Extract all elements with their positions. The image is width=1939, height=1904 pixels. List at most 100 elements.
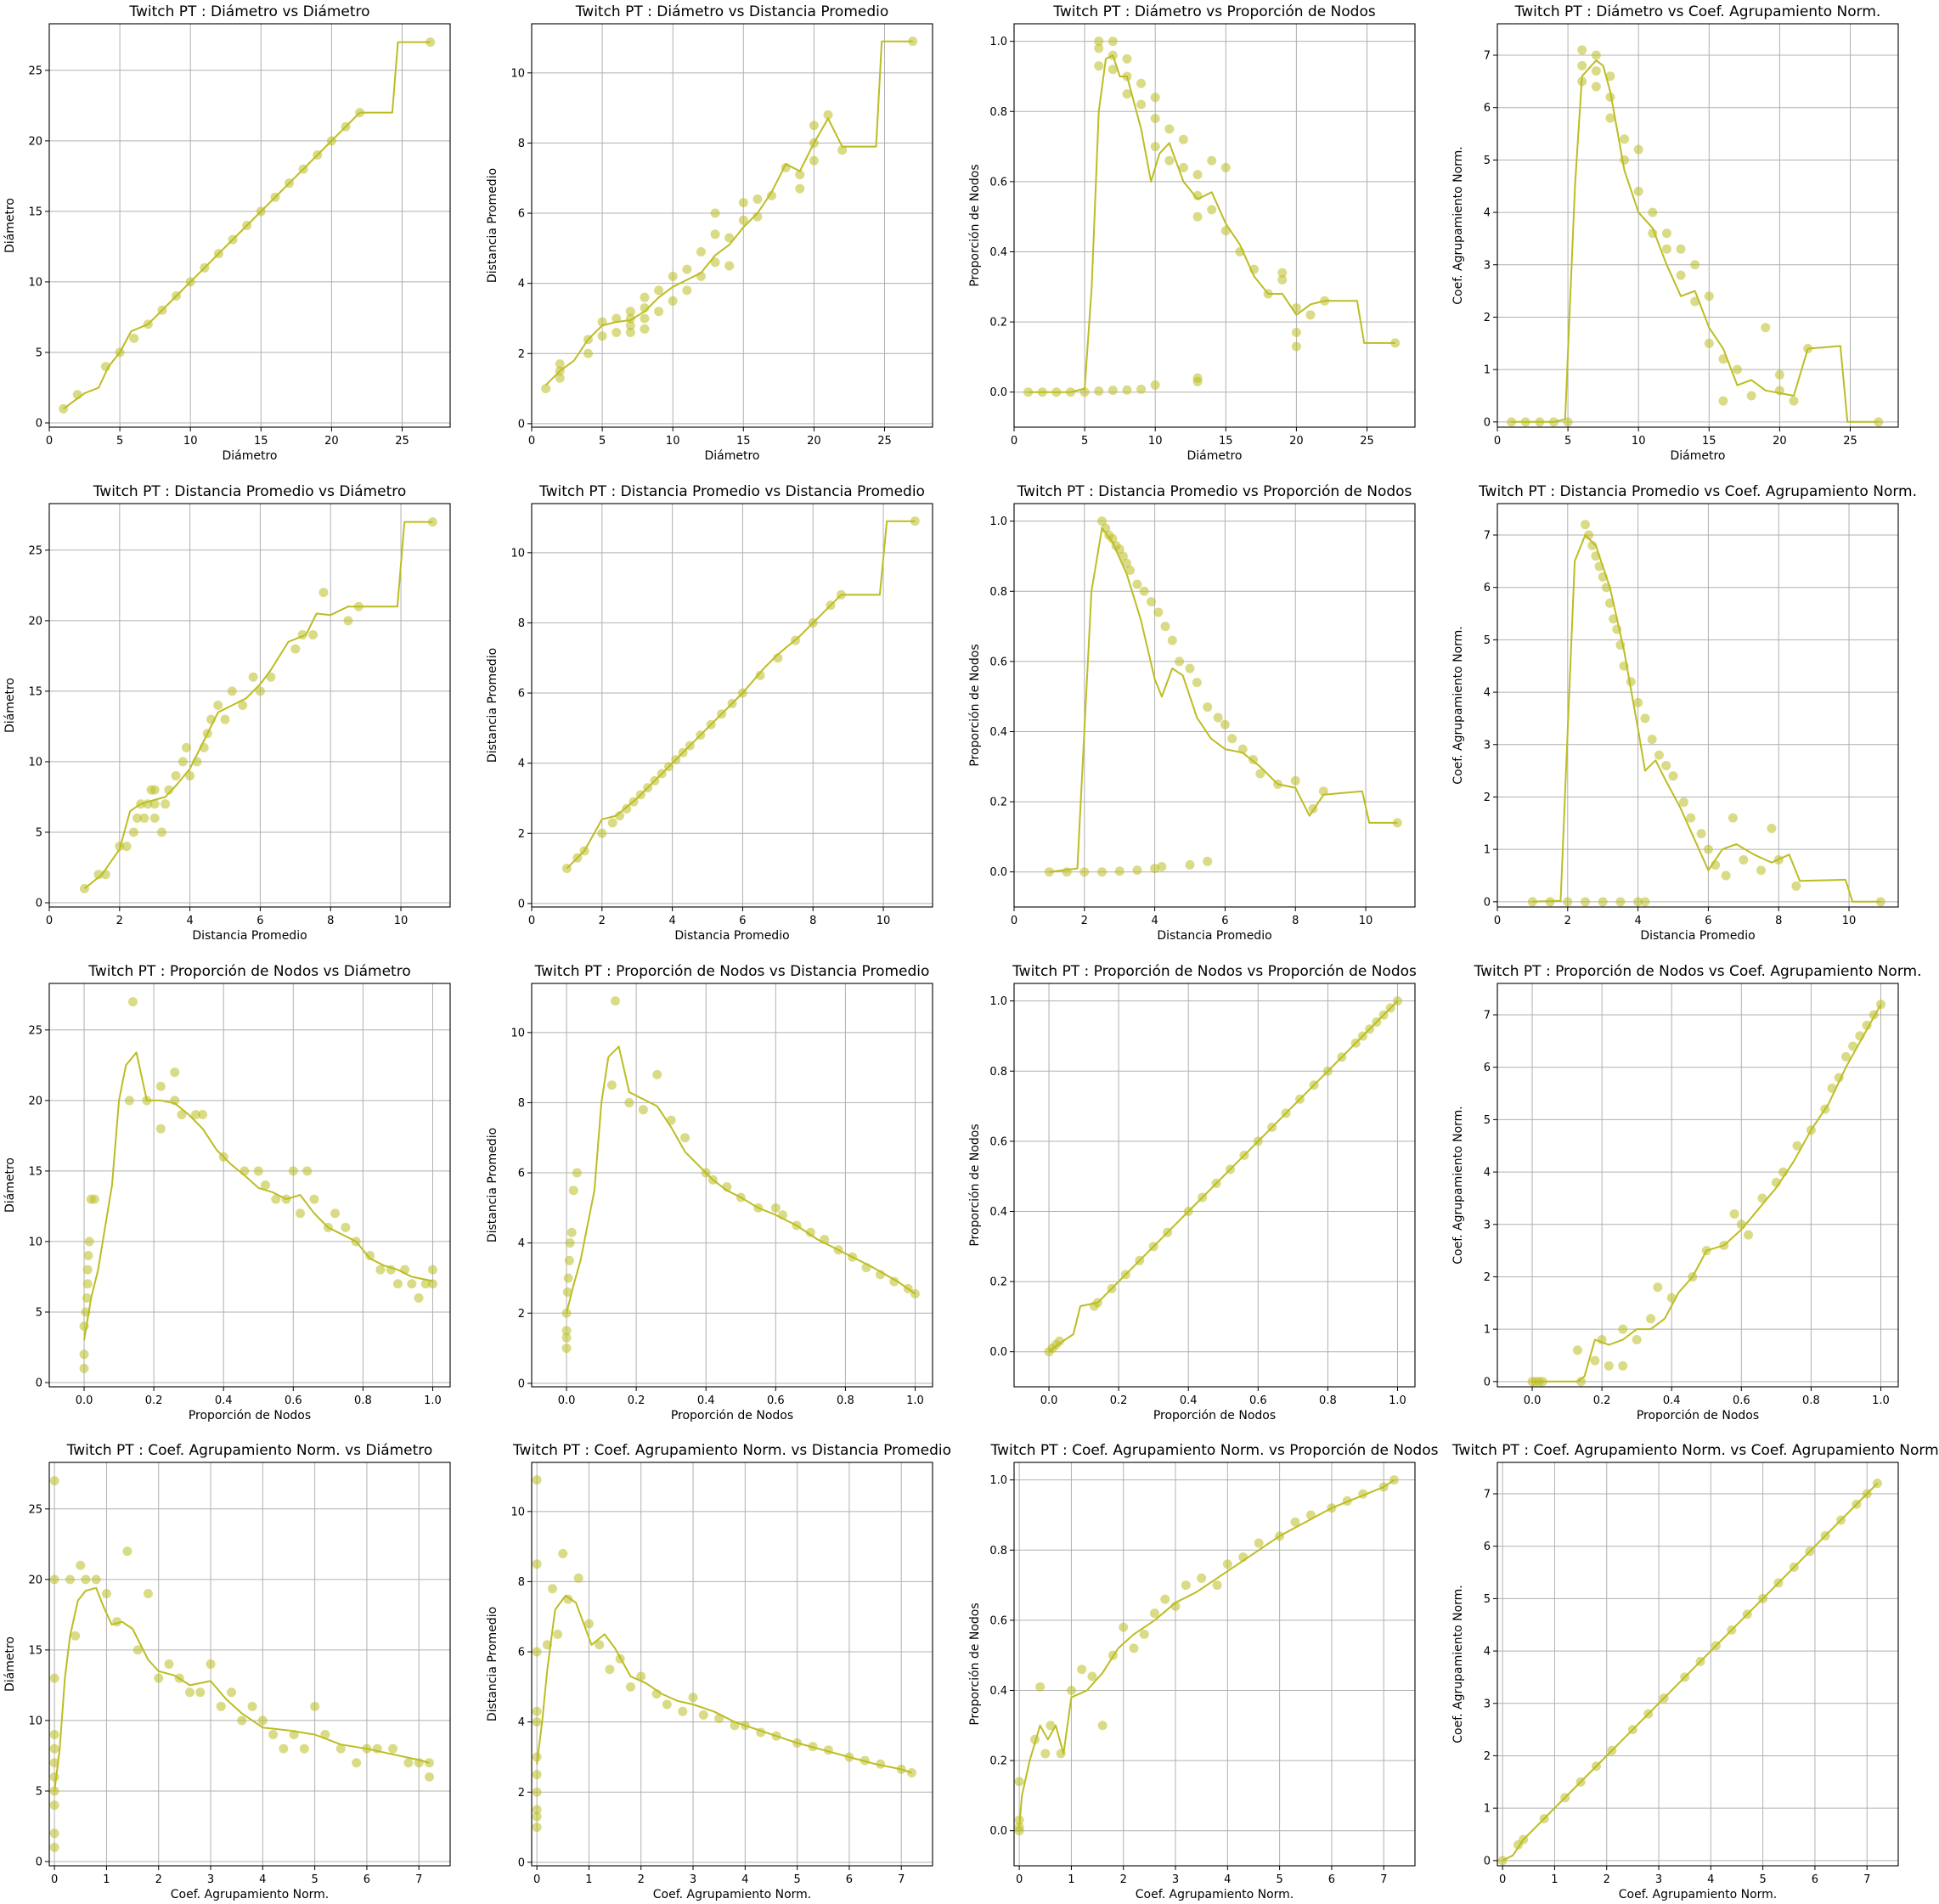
scatter-point	[49, 1800, 59, 1811]
scatter-point	[532, 1475, 542, 1485]
scatter-point	[1792, 1141, 1802, 1151]
scatter-point	[81, 1574, 91, 1585]
axes-frame	[531, 1462, 933, 1867]
scatter-point	[1633, 144, 1643, 155]
scatter-point	[83, 1251, 93, 1261]
subplot-12: 0.0 0.2 0.4 0.6 0.8 1.0 0 1 2 3 4 5 6 7 Twitch PT : Pr…	[1451, 963, 1921, 1422]
y-tick-label: 5	[1484, 1593, 1491, 1606]
x-tick-label: 0.8	[837, 1394, 854, 1407]
scatter-point	[1874, 417, 1884, 427]
x-tick-label: 25	[877, 435, 892, 448]
scatter-point	[248, 672, 258, 682]
y-axis-label: Proporción de Nodos	[968, 644, 982, 766]
scatter-point	[82, 1279, 93, 1289]
scatter-point	[1290, 1517, 1300, 1527]
scatter-point	[220, 714, 230, 724]
scatter-point	[682, 285, 692, 296]
y-tick-label: 0	[1484, 1855, 1491, 1867]
y-tick-label: 0.2	[989, 1276, 1007, 1289]
y-tick-label: 20	[28, 615, 42, 628]
scatter-point	[724, 261, 735, 271]
x-tick-label: 4	[1151, 915, 1158, 927]
scatter-point	[143, 1588, 153, 1598]
trend-line	[1018, 1479, 1395, 1828]
scatter-point	[1718, 396, 1728, 406]
trend-line	[54, 1586, 430, 1792]
scatter-point	[149, 785, 160, 795]
y-tick-label: 25	[28, 65, 42, 77]
scatter-point	[1704, 338, 1714, 348]
y-tick-label: 7	[1484, 50, 1491, 63]
y-tick-label: 3	[1484, 259, 1491, 272]
scatter-point	[1653, 1282, 1663, 1293]
x-tick-label: 1	[1551, 1873, 1558, 1886]
scatter-point	[532, 1717, 542, 1727]
y-tick-label: 15	[28, 1165, 42, 1178]
scatter-point	[1591, 82, 1601, 92]
x-tick-label: 5	[1759, 1873, 1766, 1886]
scatter-point	[1605, 71, 1615, 82]
subplot-2: 0 5 10 15 20 25 0 2 4 6 8 10 Twitch PT : Diámetro vs…	[486, 3, 933, 463]
scatter-point	[122, 1546, 132, 1557]
scatter-point	[1729, 1208, 1739, 1219]
scatter-point	[1122, 54, 1132, 64]
x-axis-label: Distancia Promedio	[1157, 929, 1271, 943]
scatter-point	[809, 155, 819, 166]
scatter-point	[624, 1097, 634, 1107]
y-tick-label: 1.0	[989, 36, 1007, 48]
scatter-point	[1577, 60, 1587, 70]
x-tick-label: 1.0	[1872, 1394, 1890, 1407]
scatter-point	[177, 1109, 187, 1119]
scatter-point	[1678, 797, 1688, 808]
scatter-point	[564, 1255, 574, 1265]
x-tick-label: 10	[183, 435, 198, 448]
scatter-point	[1136, 99, 1147, 110]
scatter-point	[65, 1574, 76, 1585]
scatter-point	[654, 285, 664, 296]
x-tick-label: 3	[1172, 1873, 1179, 1886]
scatter-point	[82, 1265, 93, 1275]
scatter-point	[1676, 244, 1686, 254]
y-tick-label: 2	[518, 1787, 525, 1800]
scatter-point	[622, 803, 632, 814]
y-axis-label: Distancia Promedio	[486, 168, 499, 283]
scatter-point	[407, 1279, 417, 1289]
y-tick-label: 7	[1484, 1489, 1491, 1501]
scatter-point	[1094, 43, 1104, 54]
scatter-point	[1139, 1629, 1149, 1639]
y-tick-label: 4	[518, 1237, 525, 1250]
scatter-point	[76, 1560, 86, 1570]
scatter-point	[640, 324, 650, 334]
scatter-point	[49, 1574, 59, 1585]
y-tick-label: 0.6	[989, 656, 1007, 668]
x-axis-label: Diámetro	[1670, 449, 1725, 463]
trend-line	[1049, 527, 1398, 873]
scatter-point	[1197, 1573, 1207, 1583]
scatter-point	[532, 1706, 542, 1716]
x-axis-label: Coef. Agrupamiento Norm.	[1136, 1888, 1294, 1901]
y-tick-label: 5	[36, 1306, 42, 1319]
scatter-point	[1648, 207, 1658, 217]
scatter-point	[79, 1363, 89, 1373]
scatter-point	[1721, 870, 1731, 881]
x-tick-label: 5	[116, 435, 123, 448]
subplot-title: Twitch PT : Coef. Agrupamiento Norm. vs …	[990, 1442, 1439, 1459]
x-tick-label: 10	[666, 435, 680, 448]
x-tick-label: 2	[116, 915, 123, 927]
scatter-point	[132, 1645, 143, 1655]
scatter-point	[1066, 1685, 1076, 1695]
y-tick-label: 5	[36, 346, 42, 359]
y-tick-label: 8	[518, 1097, 525, 1110]
y-tick-label: 1	[1484, 1324, 1491, 1337]
scatter-point	[1676, 270, 1686, 280]
scatter-point	[156, 827, 166, 837]
trend-line	[1028, 54, 1395, 393]
x-tick-label: 0.2	[1593, 1394, 1611, 1407]
y-tick-label: 1	[1484, 844, 1491, 857]
x-tick-label: 1.0	[906, 1394, 924, 1407]
scatter-point	[532, 1811, 542, 1822]
x-tick-label: 0	[533, 1873, 540, 1886]
scatter-point	[1185, 859, 1195, 870]
trend-line	[1532, 1004, 1882, 1383]
scatter-point	[318, 588, 329, 598]
